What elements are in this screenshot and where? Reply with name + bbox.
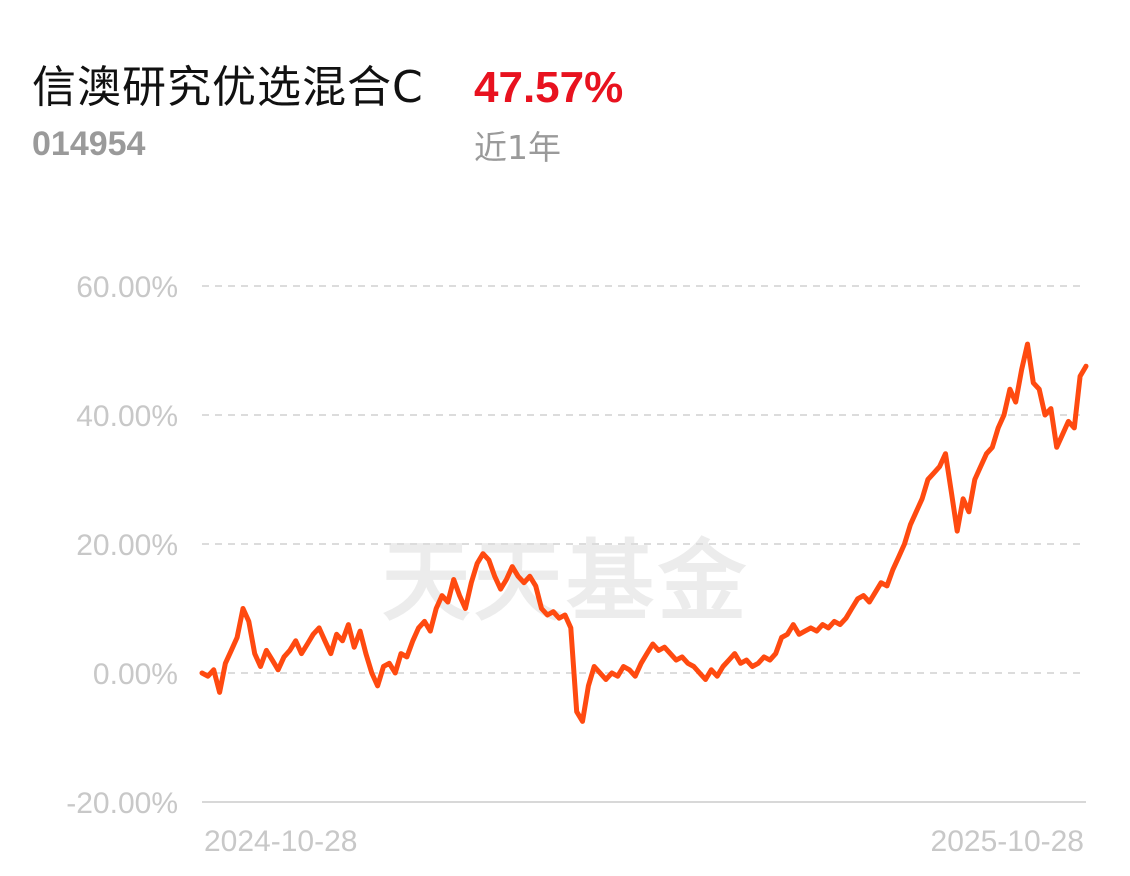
- return-value: 47.57%: [474, 63, 624, 112]
- y-tick-label: 60.00%: [76, 271, 178, 304]
- x-tick-label: 2025-10-28: [931, 825, 1084, 858]
- period-label: 近1年: [474, 128, 561, 167]
- y-axis-ticks: 60.00% 40.00% 20.00% 0.00% -20.00%: [66, 271, 178, 820]
- y-tick-label: 20.00%: [76, 529, 178, 562]
- series-line-group: [199, 341, 1089, 724]
- y-tick-label: -20.00%: [66, 787, 178, 820]
- y-tick-label: 40.00%: [76, 400, 178, 433]
- series-line: [199, 341, 1089, 724]
- fund-name: 信澳研究优选混合C: [32, 62, 424, 113]
- x-tick-label: 2024-10-28: [204, 825, 357, 858]
- fund-code: 014954: [32, 125, 146, 163]
- x-axis-ticks: 2024-10-28 2025-10-28: [204, 825, 1084, 858]
- grid-lines: [202, 285, 1086, 803]
- y-tick-label: 0.00%: [93, 658, 178, 691]
